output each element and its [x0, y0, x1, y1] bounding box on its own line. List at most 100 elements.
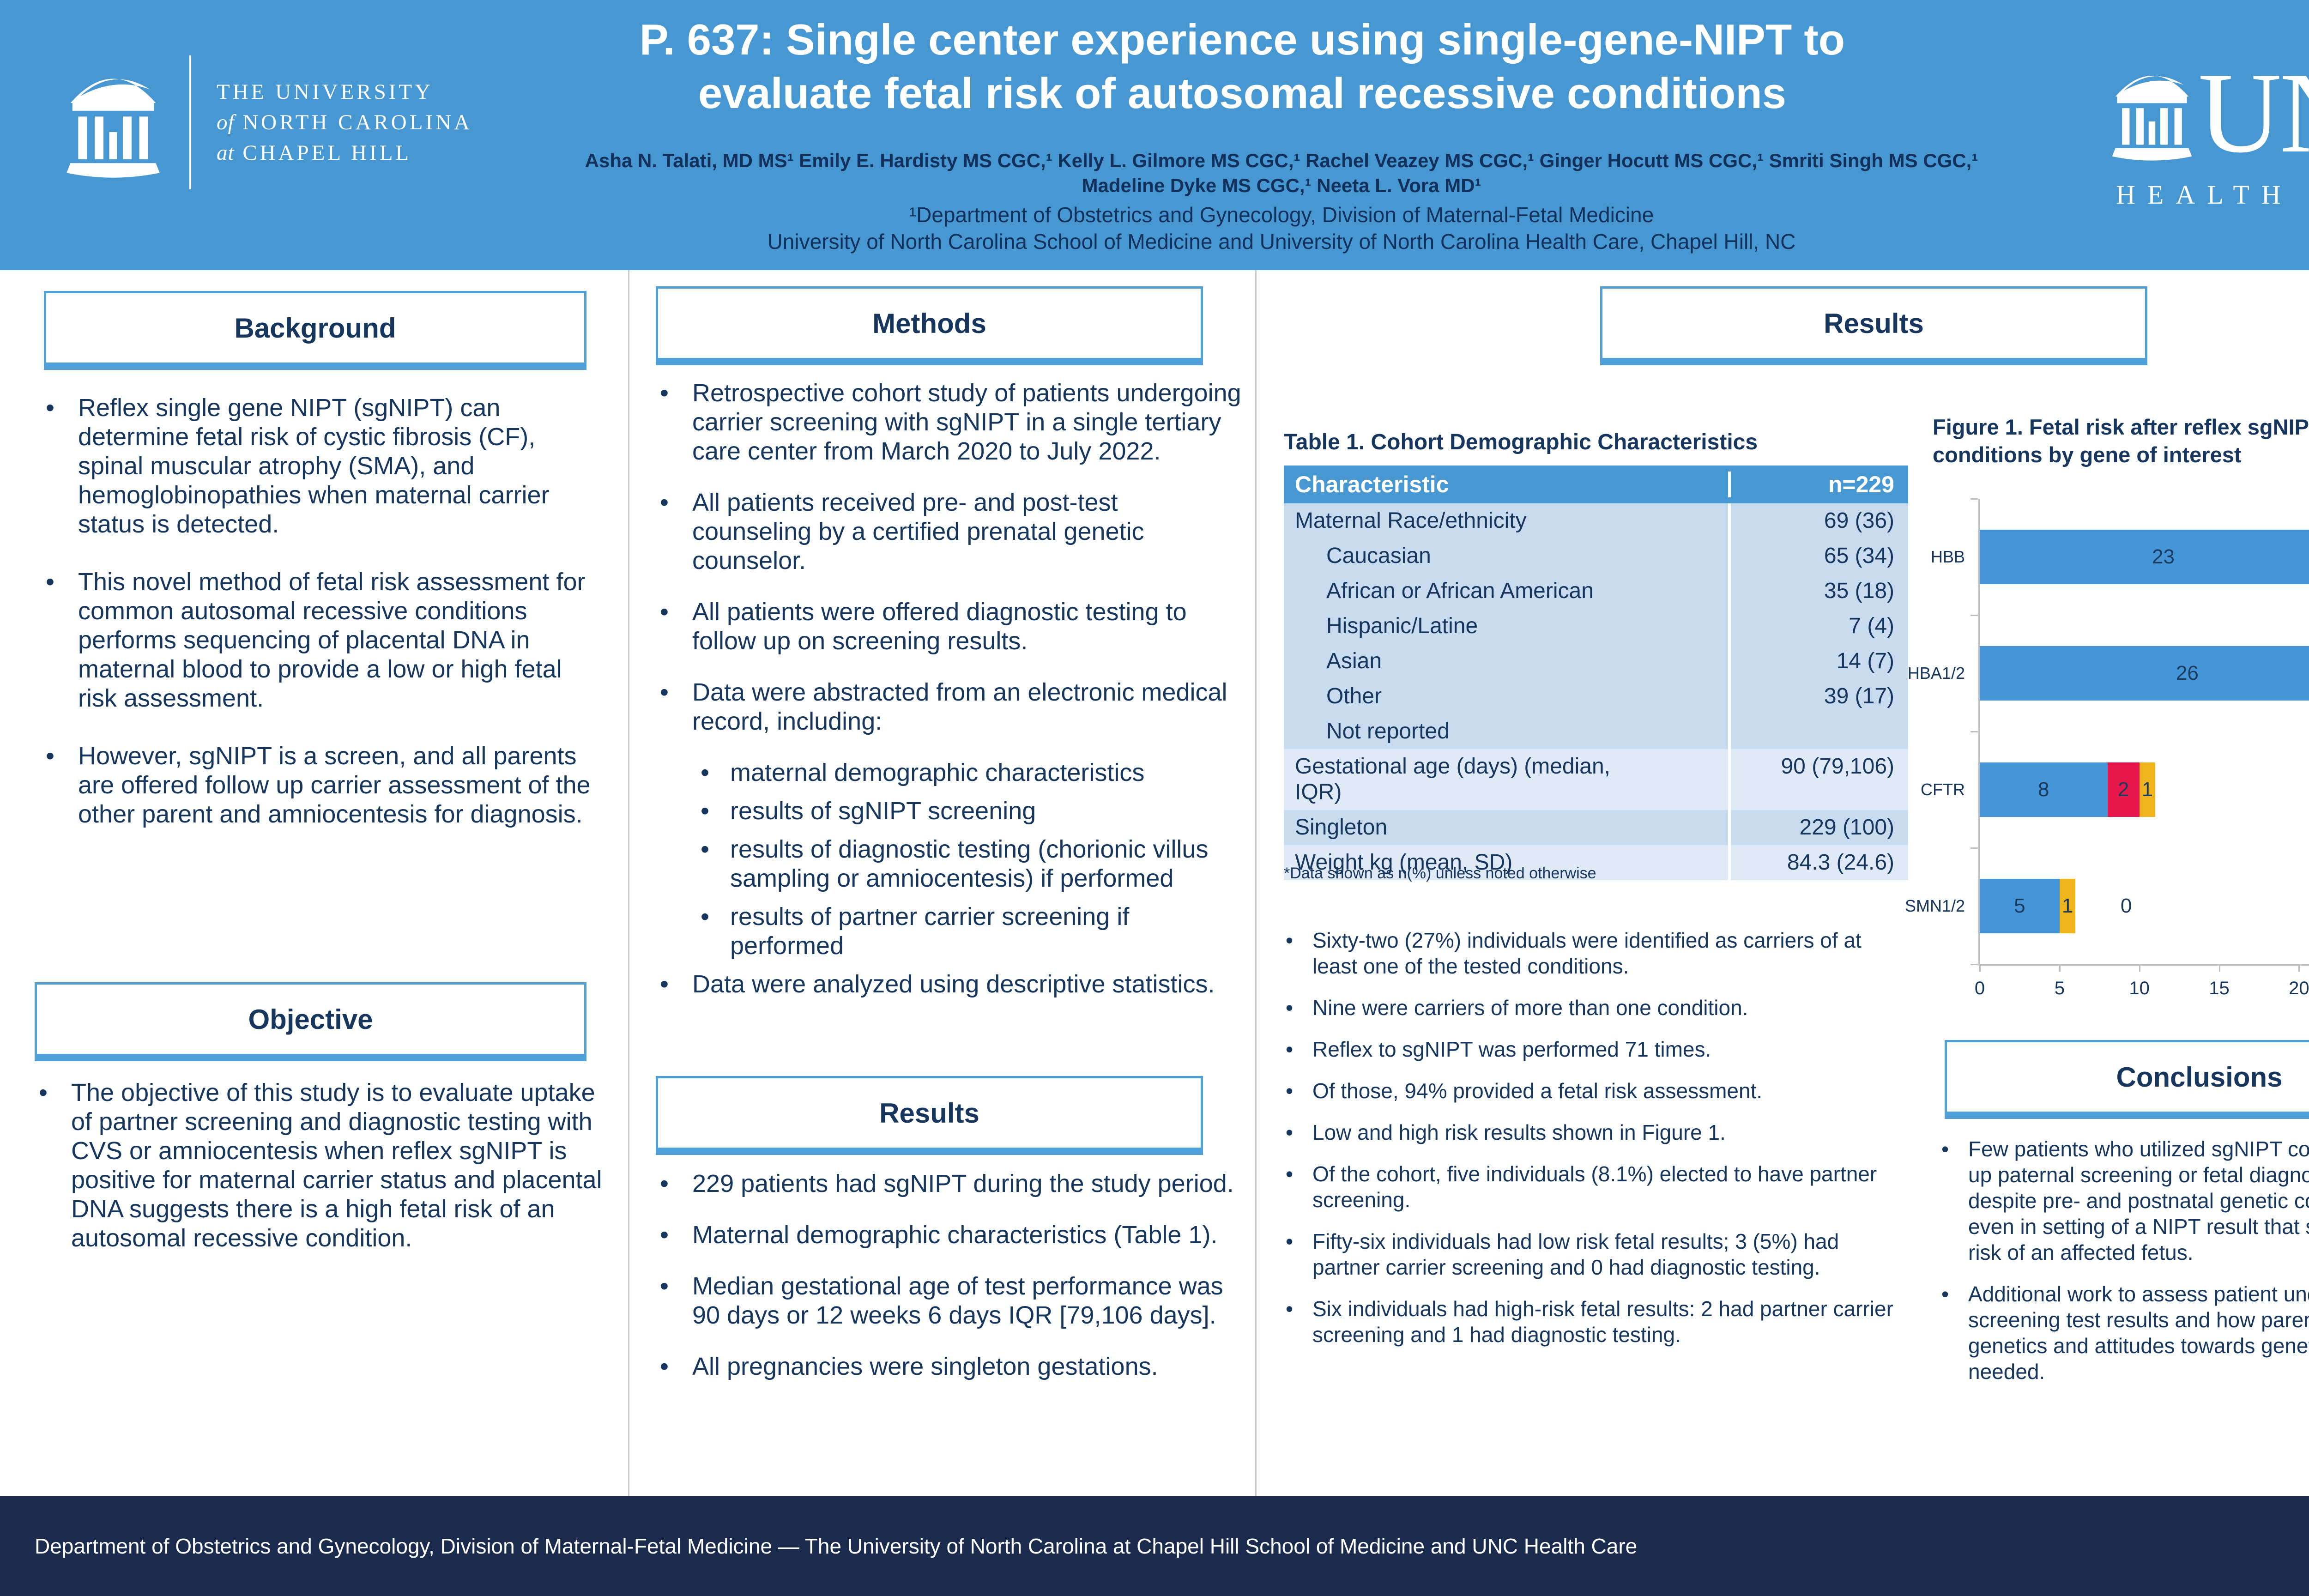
table-cell: Other	[1326, 684, 1382, 708]
table-row: Singleton 229 (100)	[1284, 810, 1908, 845]
objective-bullets: • The objective of this study is to evalu…	[37, 1078, 610, 1282]
bullet-icon: •	[46, 394, 54, 422]
table-cell: Weight kg (mean, SD)	[1295, 850, 1513, 875]
bullet-text: Maternal demographic characteristics (Ta…	[692, 1221, 1218, 1249]
list-item: • Data were analyzed using descriptive st…	[658, 970, 1242, 999]
list-item: • Of the cohort, five individuals (8.1%) …	[1284, 1161, 1903, 1213]
bullet-icon: •	[1941, 1137, 1949, 1161]
bar-value-label: 8	[2038, 778, 2049, 801]
category-label: HBB	[1930, 547, 1965, 566]
x-tick-label: 20	[2289, 978, 2309, 998]
bar-value-label: 5	[2014, 895, 2025, 917]
bullet-icon: •	[1941, 1282, 1949, 1306]
list-item: • Reflex to sgNIPT was performed 71 times…	[1284, 1036, 1903, 1062]
poster-title: P. 637: Single center experience using s…	[526, 13, 1958, 120]
table-cell: Caucasian	[1326, 544, 1431, 568]
table-body: Maternal Race/ethnicity 69 (36) Caucasian 6…	[1284, 503, 1908, 880]
list-item: • Nine were carriers of more than one con…	[1284, 995, 1903, 1021]
list-item: • results of partner carrier screening if…	[699, 902, 1242, 961]
bullet-icon: •	[701, 903, 709, 931]
bar-segment: 8	[1980, 762, 2108, 817]
table-cell: Singleton	[1295, 815, 1388, 840]
bullet-text: results of diagnostic testing (chorionic…	[730, 835, 1209, 892]
results-right-bullets: • Sixty-two (27%) individuals were identi…	[1284, 927, 1903, 1363]
table-header-cell: n=229	[1728, 472, 1908, 497]
unc-logo-line1: THE UNIVERSITY	[217, 80, 434, 104]
poster-title-line2: evaluate fetal risk of autosomal recessi…	[698, 69, 1787, 117]
section-conclusions-header: Conclusions	[1945, 1040, 2309, 1119]
list-item: • Few patients who utilized sgNIPT comple…	[1940, 1136, 2309, 1265]
bullet-text: Reflex single gene NIPT (sgNIPT) can det…	[78, 394, 550, 538]
y-axis-tick	[1971, 498, 1978, 500]
zero-value-label: 0	[2120, 895, 2132, 917]
results-mid-bullets: • 229 patients had sgNIPT during the stud…	[658, 1169, 1242, 1403]
bullet-icon: •	[1286, 1162, 1294, 1186]
bar-segment: 26	[1980, 646, 2309, 701]
bullet-text: Reflex to sgNIPT was performed 71 times.	[1312, 1037, 1711, 1061]
figure1-chart: Low RiskHigh RiskTest Failure 0510152025…	[1904, 498, 2309, 1030]
bar-value-label: 23	[2152, 545, 2175, 568]
table-footnote: *Data shown as n(%) unless noted otherwi…	[1284, 864, 1596, 882]
bullet-text: Retrospective cohort study of patients u…	[692, 379, 1241, 465]
list-item: • Median gestational age of test performa…	[658, 1272, 1242, 1330]
table-row: Other 39 (17)	[1284, 679, 1908, 714]
list-item: • All patients received pre- and post-tes…	[658, 488, 1242, 575]
x-axis-tick	[2218, 964, 2220, 972]
table-row: Maternal Race/ethnicity 69 (36)	[1284, 503, 1908, 538]
bullet-text: Data were analyzed using descriptive sta…	[692, 970, 1215, 998]
table-cell: 65 (34)	[1728, 538, 1908, 574]
table-header-cell: Characteristic	[1295, 472, 1449, 497]
section-methods-header: Methods	[656, 286, 1203, 365]
bullet-icon: •	[660, 1170, 669, 1197]
bullet-text: Additional work to assess patient unders…	[1968, 1282, 2309, 1384]
table-cell: Maternal Race/ethnicity	[1295, 508, 1527, 533]
poster-title-line1: P. 637: Single center experience using s…	[639, 15, 1845, 64]
list-item: • Maternal demographic characteristics (T…	[658, 1221, 1242, 1250]
x-axis-tick	[2059, 964, 2061, 972]
bullet-icon: •	[660, 970, 669, 998]
bullet-text: Fifty-six individuals had low risk fetal…	[1312, 1229, 1839, 1279]
unc-logo-text: THE UNIVERSITY of NORTH CAROLINA at CHAP…	[217, 77, 472, 168]
table-cell: Asian	[1326, 649, 1382, 673]
section-title: Background	[234, 312, 396, 344]
unc-health-word: UNC	[2198, 49, 2309, 177]
bullet-icon: •	[1286, 1297, 1294, 1321]
bullet-icon: •	[1286, 1229, 1294, 1253]
x-tick-label: 5	[2054, 978, 2065, 998]
x-axis-tick	[1979, 964, 1981, 972]
bullet-icon: •	[1286, 996, 1294, 1020]
category-label: SMN1/2	[1904, 896, 1965, 915]
list-item: • However, sgNIPT is a screen, and all pa…	[44, 742, 605, 829]
figure-title: Figure 1. Fetal risk after reflex sgNIPT…	[1933, 415, 2309, 467]
section-results-mid-header: Results	[656, 1076, 1203, 1155]
list-item: • results of sgNIPT screening	[699, 797, 1242, 826]
affiliation-line2: University of North Carolina School of M…	[767, 230, 1796, 254]
bar-segment: 1	[2139, 762, 2156, 817]
x-tick-label: 10	[2129, 978, 2150, 998]
affiliation-line1: ¹Department of Obstetrics and Gynecology…	[909, 203, 1654, 227]
list-item: • This novel method of fetal risk assessm…	[44, 568, 605, 713]
list-item: • Fifty-six individuals had low risk feta…	[1284, 1228, 1903, 1280]
unc-chapel-hill-logo: THE UNIVERSITY of NORTH CAROLINA at CHAP…	[65, 53, 472, 192]
list-item: • Sixty-two (27%) individuals were identi…	[1284, 927, 1903, 979]
list-item: • 229 patients had sgNIPT during the stud…	[658, 1169, 1242, 1198]
list-item: • maternal demographic characteristics	[699, 758, 1242, 787]
background-bullets: • Reflex single gene NIPT (sgNIPT) can de…	[44, 393, 605, 858]
table-cell: 84.3 (24.6)	[1728, 845, 1908, 880]
bullet-text: maternal demographic characteristics	[730, 759, 1145, 786]
old-well-icon	[2110, 55, 2194, 171]
bar-segment: 2	[2107, 762, 2140, 817]
old-well-icon	[65, 53, 162, 192]
table-title: Table 1. Cohort Demographic Characterist…	[1284, 430, 1758, 454]
table-row: Not reported	[1284, 714, 1908, 749]
footer-bar: Department of Obstetrics and Gynecology,…	[0, 1496, 2309, 1596]
list-item: • All pregnancies were singleton gestatio…	[658, 1352, 1242, 1381]
category-label: CFTR	[1921, 780, 1965, 799]
table-row: Gestational age (days) (median, IQR) 90 (…	[1284, 749, 1908, 810]
unc-logo-line2: NORTH CAROLINA	[242, 110, 472, 134]
demographics-table: Characteristic n=229 Maternal Race/ethni…	[1284, 466, 1908, 880]
bullet-icon: •	[46, 568, 54, 596]
unc-logo-line2-prefix: of	[217, 110, 235, 134]
table-cell: 7 (4)	[1728, 609, 1908, 644]
table-row: Caucasian 65 (34)	[1284, 538, 1908, 574]
